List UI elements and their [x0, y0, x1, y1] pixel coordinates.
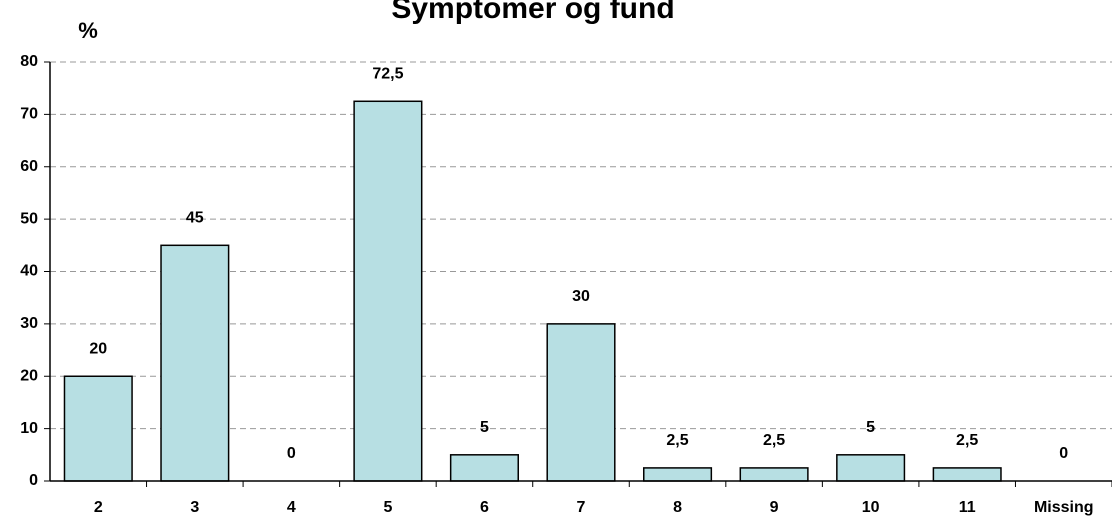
data-label: 30 [572, 288, 590, 305]
x-tick-label: 10 [862, 499, 880, 516]
data-label: 2,5 [666, 432, 688, 449]
bar [353, 100, 423, 482]
y-tick-label: 60 [20, 158, 38, 175]
y-axis-label: % [78, 18, 98, 43]
x-tick-label: 6 [480, 499, 489, 516]
y-tick-label: 0 [29, 472, 38, 489]
x-tick-label: 4 [287, 499, 296, 516]
bar [160, 244, 230, 482]
bar [932, 467, 1002, 482]
chart-title: Symptomer og fund [391, 0, 674, 25]
data-label: 5 [480, 419, 489, 436]
bar [449, 454, 519, 482]
data-label: 20 [89, 340, 107, 357]
data-label: 72,5 [372, 66, 403, 83]
y-tick-label: 10 [20, 420, 38, 437]
data-label: 5 [866, 419, 875, 436]
y-tick-label: 40 [20, 263, 38, 280]
x-tick-label: 2 [94, 499, 103, 516]
y-tick-label: 50 [20, 210, 38, 227]
x-tick-label: 9 [770, 499, 779, 516]
bar [546, 323, 616, 482]
y-tick-label: 80 [20, 53, 38, 70]
x-tick-label: 5 [383, 499, 392, 516]
y-tick-label: 30 [20, 315, 38, 332]
bar [643, 467, 713, 482]
x-tick-label: 8 [673, 499, 682, 516]
x-tick-label: Missing [1034, 499, 1094, 516]
data-label: 0 [1059, 445, 1068, 462]
data-label: 45 [186, 210, 204, 227]
y-tick-label: 20 [20, 367, 38, 384]
bar [63, 375, 133, 482]
data-label: 2,5 [956, 432, 978, 449]
data-label: 0 [287, 445, 296, 462]
x-tick-label: 11 [959, 499, 976, 516]
data-label: 2,5 [763, 432, 785, 449]
x-tick-label: 3 [190, 499, 199, 516]
bar [739, 467, 809, 482]
y-tick-label: 70 [20, 106, 38, 123]
x-tick-label: 7 [577, 499, 586, 516]
bar [836, 454, 906, 482]
